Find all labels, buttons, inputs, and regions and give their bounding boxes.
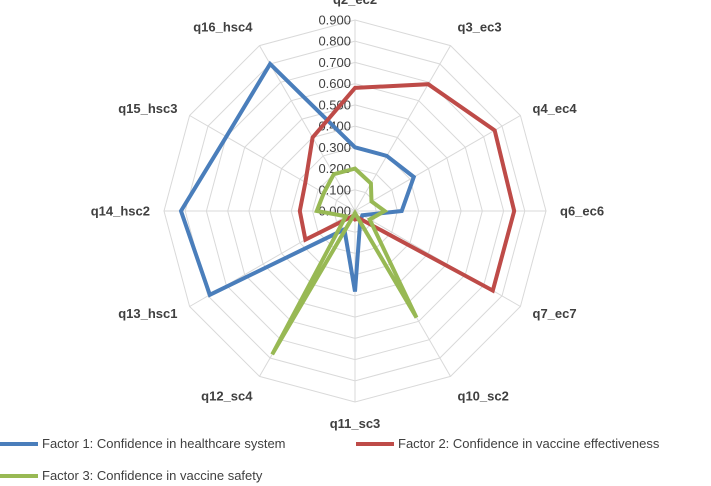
category-label-q13-hsc1: q13_hsc1 xyxy=(118,306,177,321)
category-label-q11-sc3: q11_sc3 xyxy=(330,416,381,431)
category-label-q10-sc2: q10_sc2 xyxy=(458,389,509,404)
series-line-factor-3 xyxy=(270,166,419,356)
category-label-q16-hsc4: q16_hsc4 xyxy=(193,20,253,35)
legend-label-factor-2: Factor 2: Confidence in vaccine effectiv… xyxy=(398,436,660,451)
tick-label: 0.600 xyxy=(318,76,351,91)
legend-label-factor-1: Factor 1: Confidence in healthcare syste… xyxy=(42,436,286,451)
category-label-q7-ec7: q7_ec7 xyxy=(533,306,577,321)
category-label-q14-hsc2: q14_hsc2 xyxy=(91,204,150,219)
series-lines xyxy=(178,60,517,356)
category-label-q3-ec3: q3_ec3 xyxy=(458,20,502,35)
category-label-q15-hsc3: q15_hsc3 xyxy=(118,101,177,116)
series-line-factor-2 xyxy=(297,82,517,294)
category-labels: q2_ec2 q3_ec3 q4_ec4 q6_ec6 q7_ec7 q10_sc2 q11… xyxy=(91,0,604,431)
tick-label: 0.800 xyxy=(318,34,351,49)
tick-label: 0.700 xyxy=(318,55,351,70)
grid-spoke-11 xyxy=(259,45,356,212)
tick-label: 0.900 xyxy=(318,13,351,28)
legend: Factor 1: Confidence in healthcare syste… xyxy=(0,428,711,486)
legend-item-factor-2: Factor 2: Confidence in vaccine effectiv… xyxy=(356,436,659,451)
legend-swatch-factor-2 xyxy=(356,441,394,446)
tick-label: 0.300 xyxy=(318,140,351,155)
legend-item-factor-3: Factor 3: Confidence in vaccine safety xyxy=(0,468,262,483)
category-label-q6-ec6: q6_ec6 xyxy=(560,204,604,219)
legend-swatch-factor-3 xyxy=(0,473,38,478)
legend-swatch-factor-1 xyxy=(0,441,38,446)
legend-label-factor-3: Factor 3: Confidence in vaccine safety xyxy=(42,468,263,483)
grid-spoke-10 xyxy=(189,115,356,212)
category-label-q2-ec2: q2_ec2 xyxy=(333,0,377,7)
legend-item-factor-1: Factor 1: Confidence in healthcare syste… xyxy=(0,436,286,451)
category-label-q12-sc4: q12_sc4 xyxy=(201,389,253,404)
series-line-factor-1 xyxy=(178,60,417,298)
category-label-q4-ec4: q4_ec4 xyxy=(533,101,578,116)
